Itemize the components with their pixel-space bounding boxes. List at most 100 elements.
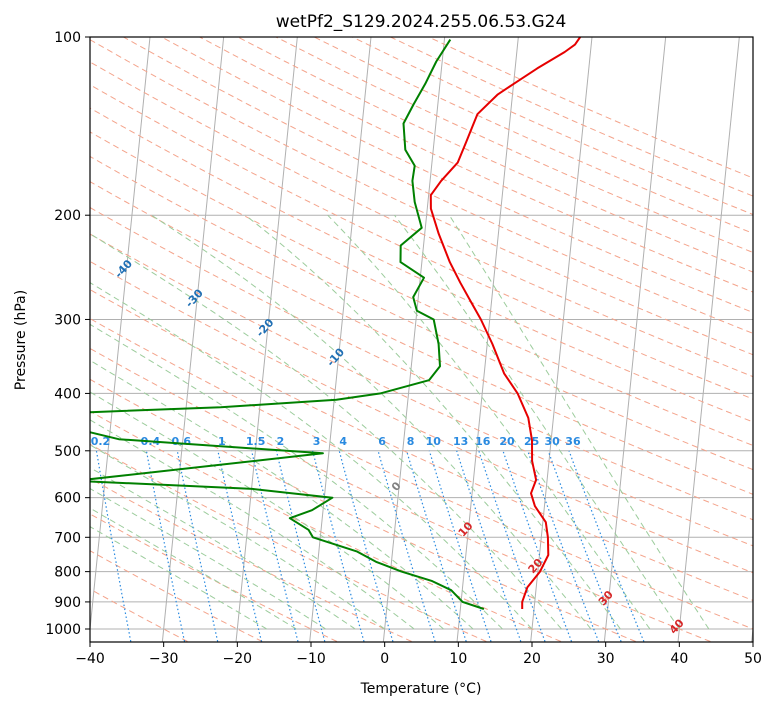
axes: −40 −30 −20 −10 0 10 20 30 40 5010020030040050060…: [45, 30, 762, 667]
isotherm-line: [235, 37, 298, 642]
mixing-ratio-label: 0.6: [172, 435, 192, 448]
moist-adiabat-line: [90, 282, 533, 630]
dry-adiabat-line: [199, 37, 753, 293]
isotherm-line: [603, 37, 667, 642]
dry-adiabat-label: 30: [596, 588, 616, 608]
temperature-profile: [429, 37, 582, 609]
mixing-ratio-line: [527, 450, 600, 642]
dry-adiabat-line: [90, 550, 263, 642]
profiles: [90, 37, 582, 610]
x-tick-label: 10: [449, 651, 467, 667]
x-tick-label: −30: [149, 651, 179, 667]
dry-adiabat-line: [90, 443, 487, 642]
y-tick-label: 900: [54, 595, 81, 611]
mixing-ratio-line: [377, 450, 436, 642]
mixing-ratio-line: [406, 450, 467, 642]
mixing-ratio-line: [217, 450, 263, 642]
isotherm-line: [751, 624, 753, 642]
x-tick-label: 50: [744, 651, 762, 667]
dry-adiabat-label: -30: [183, 286, 206, 310]
mixing-ratio-label: 16: [475, 435, 491, 448]
chart-title: wetPf2_S129.2024.255.06.53.G24: [276, 12, 567, 32]
x-tick-label: 30: [597, 651, 615, 667]
mixing-ratio-line: [568, 450, 645, 642]
moist-adiabat-line: [90, 467, 356, 630]
moist-adiabat-line: [90, 444, 385, 630]
moist-adiabat-line: [151, 214, 592, 630]
mixing-ratio-label: 20: [499, 435, 515, 448]
mixing-ratio-line: [338, 450, 394, 642]
x-tick-label: 40: [670, 651, 688, 667]
dry-adiabat-line: [161, 37, 753, 314]
mixing-ratio-line: [502, 450, 573, 642]
dry-adiabat-label: 10: [456, 519, 476, 539]
mixing-ratio-line: [275, 450, 326, 642]
moist-adiabat-line: [90, 359, 474, 630]
moist-adiabat-line: [90, 507, 297, 630]
y-tick-label: 800: [54, 565, 81, 581]
mixing-ratio-label: 1: [218, 435, 226, 448]
mixing-ratio-line: [312, 450, 365, 642]
mixing-ratio-label: 0.2: [91, 435, 111, 448]
x-tick-label: −10: [296, 651, 326, 667]
y-tick-label: 400: [54, 386, 81, 402]
isotherm-line: [456, 37, 519, 642]
y-axis-label: Pressure (hPa): [13, 290, 29, 390]
mixing-ratio-label: 3: [313, 435, 321, 448]
mixing-ratio-label: 6: [378, 435, 386, 448]
x-axis-label: Temperature (°C): [360, 681, 482, 697]
isotherm-line: [382, 37, 446, 642]
y-tick-label: 1000: [45, 622, 81, 638]
moist-adiabat-line: [90, 233, 562, 630]
moist-adiabat-line: [90, 487, 326, 630]
isotherm-line: [0, 37, 3, 642]
y-tick-label: 500: [54, 444, 81, 460]
isotherm-line: [90, 37, 151, 634]
y-tick-label: 300: [54, 312, 81, 328]
dry-adiabat-line: [90, 378, 636, 642]
dry-adiabat-line: [123, 37, 753, 334]
dry-adiabat-line: [90, 410, 562, 642]
dry-adiabat-label: -40: [112, 257, 135, 281]
dry-adiabat-line: [90, 107, 753, 423]
isotherm-line: [161, 37, 225, 642]
moist-adiabat-line: [90, 419, 415, 630]
dry-adiabat-label: -50: [41, 227, 64, 251]
mixing-ratio-label: 1.5: [246, 435, 266, 448]
mixing-ratio-label: 13: [453, 435, 468, 448]
x-tick-label: 0: [380, 651, 389, 667]
mixing-ratio-line: [251, 450, 299, 642]
y-tick-label: 600: [54, 491, 81, 507]
mixing-ratio-line: [547, 450, 622, 642]
dry-adiabat-line: [90, 318, 753, 630]
y-tick-label: 700: [54, 530, 81, 546]
dewpoint-profile: [90, 39, 485, 610]
mixing-ratio-label: 2: [277, 435, 285, 448]
plot-frame: [89, 36, 754, 643]
mixing-ratio-line: [456, 450, 522, 642]
isotherm-line: [530, 37, 593, 642]
dry-adiabat-label: -10: [324, 345, 347, 369]
dry-adiabat-line: [90, 347, 711, 642]
mixing-ratio-label: 30: [545, 435, 561, 448]
y-tick-label: 100: [54, 30, 81, 46]
dry-adiabat-line: [90, 513, 338, 642]
moist-adiabat-line: [90, 391, 444, 630]
mixing-ratio-label: 4: [339, 435, 347, 448]
dry-adiabat-label: 0: [389, 479, 404, 494]
dry-adiabat-line: [428, 37, 753, 179]
dry-adiabat-line: [90, 206, 753, 521]
moist-adiabat-line: [394, 214, 680, 630]
background-lines: [0, 37, 753, 642]
dry-adiabat-line: [275, 37, 753, 253]
dry-adiabat-line: [90, 131, 753, 447]
mixing-ratio-line: [478, 450, 546, 642]
dry-adiabat-label: 40: [667, 616, 687, 636]
mixing-ratio-line: [428, 450, 492, 642]
line-labels: 0.10.20.40.611.52346810131620253036-100-…: [41, 227, 687, 637]
dry-adiabat-line: [90, 61, 753, 378]
moist-adiabat-line: [245, 214, 621, 630]
moist-adiabat-line: [90, 323, 503, 630]
